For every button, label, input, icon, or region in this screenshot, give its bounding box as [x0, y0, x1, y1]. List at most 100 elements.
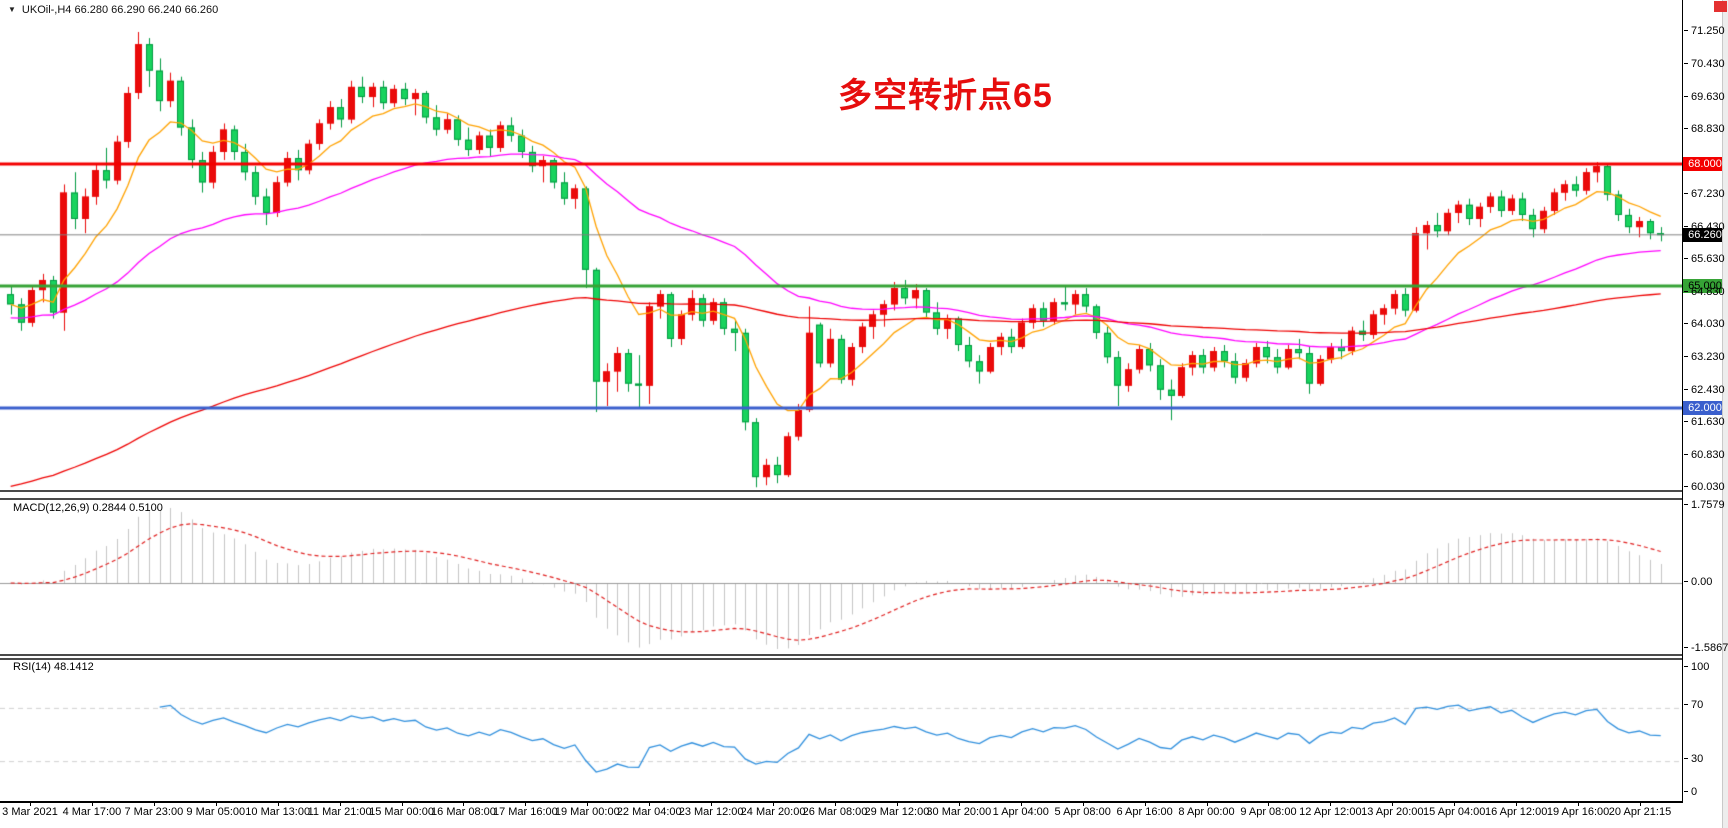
- tick-dash: [1684, 421, 1688, 423]
- time-axis-tickmark: [587, 801, 589, 806]
- time-axis-tickmark: [1020, 801, 1022, 806]
- tick-dash: [1684, 758, 1688, 759]
- chevron-down-icon[interactable]: ▼: [8, 5, 16, 14]
- panel-separator-macd[interactable]: [0, 490, 1682, 500]
- time-axis-label: 9 Apr 08:00: [1240, 806, 1297, 818]
- price-axis-tick: 63.230: [1684, 351, 1725, 363]
- panel-separator-rsi[interactable]: [0, 654, 1682, 660]
- time-axis-tickmark: [773, 801, 775, 806]
- price-tag-62000: 62.000: [1683, 401, 1727, 415]
- time-axis-label: 19 Apr 16:00: [1546, 806, 1610, 818]
- tick-dash: [1684, 791, 1688, 792]
- main-price-chart[interactable]: [0, 0, 1682, 490]
- symbol-quote-text: UKOil-,H4 66.280 66.290 66.240 66.260: [21, 4, 219, 16]
- price-axis-tick: 61.630: [1684, 416, 1725, 428]
- tick-dash: [1684, 666, 1688, 667]
- tick-text: 70.430: [1691, 58, 1725, 71]
- tick-text: 68.830: [1691, 123, 1725, 136]
- price-tag-current: 66.260: [1683, 227, 1727, 242]
- time-axis-label: 8 Apr 00:00: [1178, 806, 1235, 818]
- time-axis-tickmark: [525, 801, 527, 806]
- tick-dash: [1684, 704, 1688, 705]
- time-axis-label: 6 Apr 16:00: [1116, 806, 1173, 818]
- symbol-header[interactable]: ▼ UKOil-,H4 66.280 66.290 66.240 66.260: [8, 4, 218, 16]
- time-axis-label: 30 Mar 20:00: [926, 806, 992, 818]
- time-axis-label: 11 Mar 21:00: [307, 806, 372, 818]
- time-axis-label: 20 Apr 21:15: [1608, 806, 1672, 818]
- time-axis-tickmark: [835, 801, 836, 806]
- time-axis-label: 4 Mar 17:00: [62, 806, 122, 818]
- indicator-axis-tick: 70: [1684, 699, 1703, 711]
- time-axis-label: 1 Apr 04:00: [992, 806, 1049, 818]
- price-axis-tick: 62.430: [1684, 384, 1725, 396]
- time-axis-label: 15 Apr 04:00: [1423, 806, 1486, 818]
- tick-text: 66.430: [1691, 220, 1725, 233]
- tick-text: 67.230: [1691, 188, 1725, 201]
- time-axis-tickmark: [1640, 801, 1641, 806]
- tick-dash: [1684, 486, 1688, 488]
- tick-text: 64.030: [1691, 318, 1725, 331]
- time-axis-label: 23 Mar 12:00: [678, 806, 744, 818]
- time-axis-tickmark: [958, 801, 960, 806]
- time-axis-label: 5 Apr 08:00: [1054, 806, 1111, 818]
- indicator-axis-tick: 100: [1684, 661, 1709, 673]
- time-axis-label: 26 Mar 08:00: [802, 806, 868, 818]
- time-axis-tickmark: [1330, 801, 1332, 806]
- tick-text: 71.250: [1691, 25, 1725, 37]
- tick-dash: [1684, 504, 1688, 505]
- time-axis-tickmark: [215, 801, 217, 806]
- annotation-text: 多空转折点65: [838, 77, 1053, 115]
- time-axis-label: 9 Mar 05:00: [186, 806, 246, 818]
- tick-dash: [1684, 95, 1688, 97]
- indicator-axis-tick: -1.5867: [1684, 642, 1728, 654]
- time-axis-label: 19 Mar 00:00: [554, 806, 620, 818]
- time-axis-tickmark: [153, 801, 155, 806]
- time-axis-tickmark: [401, 801, 403, 806]
- time-axis-label: 24 Mar 20:00: [740, 806, 806, 818]
- tick-dash: [1684, 388, 1688, 390]
- time-axis-tickmark: [711, 801, 713, 806]
- time-axis-label: 13 Apr 20:00: [1361, 806, 1424, 818]
- tick-text: -1.5867: [1691, 642, 1728, 654]
- tick-dash: [1684, 63, 1688, 65]
- time-axis-tickmark: [30, 801, 31, 806]
- price-tag-65000: 65.000: [1683, 279, 1727, 294]
- time-axis-tickmark: [896, 801, 898, 806]
- price-axis-tick: 66.430: [1684, 221, 1725, 233]
- macd-indicator-label: MACD(12,26,9) 0.2844 0.5100: [13, 502, 163, 514]
- price-axis-line: [1682, 0, 1683, 803]
- tick-text: 65.630: [1691, 253, 1725, 266]
- tick-text: 60.030: [1691, 481, 1725, 494]
- time-axis-tickmark: [463, 801, 465, 806]
- time-axis-tickmark: [1082, 801, 1084, 806]
- tick-text: 61.630: [1691, 416, 1725, 429]
- time-axis-label: 29 Mar 12:00: [864, 806, 930, 818]
- time-axis-tickmark: [91, 801, 93, 806]
- price-axis-tick: 70.430: [1684, 58, 1725, 70]
- price-tag-68000: 68.000: [1683, 157, 1727, 172]
- rsi-indicator-label: RSI(14) 48.1412: [13, 661, 94, 673]
- time-axis-label: 15 Mar 00:00: [369, 806, 434, 818]
- price-axis-tick: 64.830: [1684, 286, 1725, 298]
- tick-dash: [1684, 581, 1688, 582]
- tick-dash: [1684, 258, 1688, 260]
- tick-text: 1.7579: [1691, 499, 1725, 511]
- scroll-top-marker[interactable]: [1714, 1, 1727, 12]
- time-axis-label: 3 Mar 2021: [2, 806, 58, 818]
- price-axis-tick: 68.830: [1684, 123, 1725, 135]
- macd-panel[interactable]: [0, 500, 1682, 654]
- price-axis-tick: 67.230: [1684, 188, 1725, 200]
- time-axis-tickmark: [1268, 801, 1270, 806]
- indicator-axis-tick: 0.00: [1684, 576, 1712, 588]
- price-axis-tick: 69.630: [1684, 91, 1725, 103]
- vertical-scrollbar[interactable]: [1722, 0, 1728, 828]
- time-axis-label: 7 Mar 23:00: [124, 806, 184, 818]
- tick-dash: [1684, 647, 1688, 648]
- rsi-panel[interactable]: [0, 660, 1682, 801]
- price-axis-tick: 71.250: [1684, 25, 1725, 37]
- time-axis-label: 17 Mar 16:00: [492, 806, 558, 818]
- tick-text: 62.430: [1691, 383, 1725, 396]
- tick-text: 0: [1691, 786, 1698, 798]
- time-axis-tickmark: [1516, 801, 1518, 806]
- time-axis-tickmark: [339, 801, 341, 806]
